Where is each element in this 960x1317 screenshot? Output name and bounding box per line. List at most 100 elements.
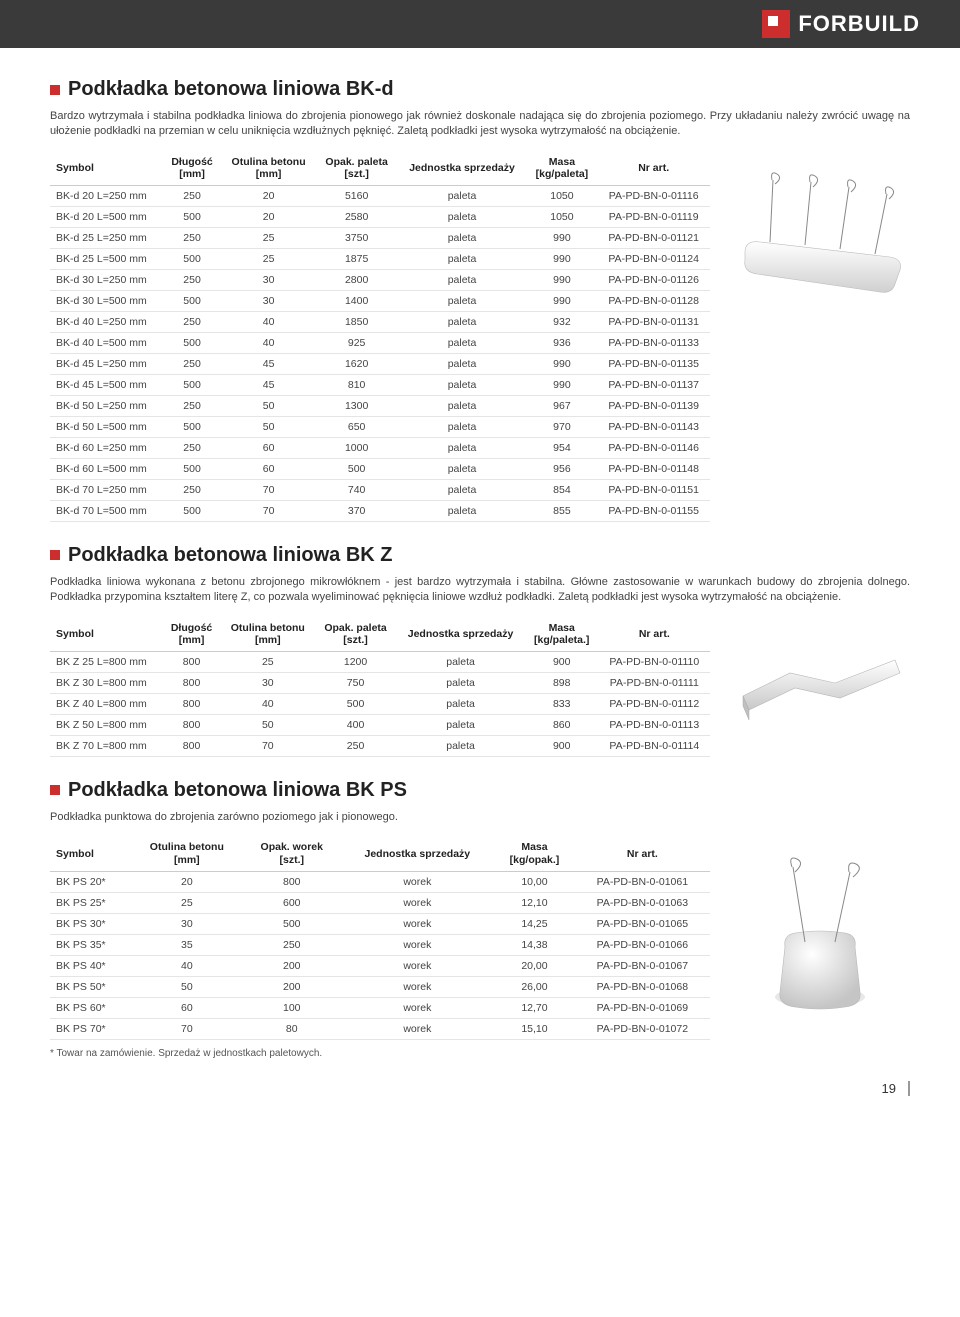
table-cell: 5160 bbox=[316, 185, 398, 206]
section-bkps: Podkładka betonowa liniowa BK PS Podkład… bbox=[50, 779, 910, 1059]
table-cell: worek bbox=[340, 955, 494, 976]
table-cell: paleta bbox=[397, 458, 526, 479]
section-bkd: Podkładka betonowa liniowa BK-d Bardzo w… bbox=[50, 78, 910, 522]
table-row: BK-d 60 L=250 mm250601000paleta954PA-PD-… bbox=[50, 437, 710, 458]
table-cell: BK-d 50 L=500 mm bbox=[50, 416, 163, 437]
table-cell: PA-PD-BN-0-01065 bbox=[575, 913, 710, 934]
table-cell: BK Z 40 L=800 mm bbox=[50, 693, 162, 714]
table-cell: BK-d 70 L=500 mm bbox=[50, 500, 163, 521]
table-cell: paleta bbox=[396, 651, 525, 672]
table-cell: BK Z 50 L=800 mm bbox=[50, 714, 162, 735]
table-cell: paleta bbox=[396, 693, 525, 714]
table-cell: PA-PD-BN-0-01143 bbox=[597, 416, 710, 437]
table-cell: 860 bbox=[525, 714, 599, 735]
table-cell: paleta bbox=[397, 248, 526, 269]
table-cell: 967 bbox=[527, 395, 598, 416]
table-cell: 20 bbox=[131, 871, 244, 892]
bkz-desc: Podkładka liniowa wykonana z betonu zbro… bbox=[50, 575, 910, 606]
table-cell: PA-PD-BN-0-01112 bbox=[599, 693, 710, 714]
table-cell: 1000 bbox=[316, 437, 398, 458]
table-cell: 1620 bbox=[316, 353, 398, 374]
table-cell: paleta bbox=[396, 672, 525, 693]
table-cell: PA-PD-BN-0-01066 bbox=[575, 934, 710, 955]
table-cell: BK PS 30* bbox=[50, 913, 131, 934]
table-header: Długość [mm] bbox=[162, 618, 220, 652]
bullet-icon bbox=[50, 550, 60, 560]
table-cell: 250 bbox=[163, 311, 222, 332]
table-header: Nr art. bbox=[597, 152, 710, 186]
table-cell: 60 bbox=[131, 997, 244, 1018]
table-cell: BK PS 70* bbox=[50, 1018, 131, 1039]
table-cell: 70 bbox=[221, 735, 315, 756]
table-cell: 2580 bbox=[316, 206, 398, 227]
table-cell: PA-PD-BN-0-01063 bbox=[575, 892, 710, 913]
section-bkz: Podkładka betonowa liniowa BK Z Podkładk… bbox=[50, 544, 910, 757]
table-cell: 45 bbox=[221, 353, 315, 374]
table-cell: BK-d 60 L=250 mm bbox=[50, 437, 163, 458]
table-cell: 70 bbox=[221, 479, 315, 500]
table-cell: 14,38 bbox=[494, 934, 575, 955]
table-cell: BK-d 60 L=500 mm bbox=[50, 458, 163, 479]
table-cell: 45 bbox=[221, 374, 315, 395]
table-row: BK Z 70 L=800 mm80070250paleta900PA-PD-B… bbox=[50, 735, 710, 756]
table-cell: 1850 bbox=[316, 311, 398, 332]
table-header: Masa [kg/paleta] bbox=[527, 152, 598, 186]
table-cell: 30 bbox=[221, 290, 315, 311]
table-cell: 40 bbox=[221, 332, 315, 353]
table-cell: 932 bbox=[527, 311, 598, 332]
table-cell: PA-PD-BN-0-01126 bbox=[597, 269, 710, 290]
table-cell: PA-PD-BN-0-01146 bbox=[597, 437, 710, 458]
table-cell: 250 bbox=[163, 353, 222, 374]
table-row: BK PS 50*50200worek26,00PA-PD-BN-0-01068 bbox=[50, 976, 710, 997]
table-cell: PA-PD-BN-0-01148 bbox=[597, 458, 710, 479]
table-cell: 20 bbox=[221, 206, 315, 227]
table-cell: 855 bbox=[527, 500, 598, 521]
table-cell: PA-PD-BN-0-01119 bbox=[597, 206, 710, 227]
table-cell: 990 bbox=[527, 374, 598, 395]
table-cell: 1200 bbox=[315, 651, 396, 672]
table-cell: 50 bbox=[131, 976, 244, 997]
table-row: BK-d 30 L=250 mm250302800paleta990PA-PD-… bbox=[50, 269, 710, 290]
table-cell: 25 bbox=[221, 651, 315, 672]
table-cell: worek bbox=[340, 976, 494, 997]
table-row: BK-d 45 L=500 mm50045810paleta990PA-PD-B… bbox=[50, 374, 710, 395]
table-cell: 900 bbox=[525, 651, 599, 672]
table-cell: BK Z 30 L=800 mm bbox=[50, 672, 162, 693]
page-content: Podkładka betonowa liniowa BK-d Bardzo w… bbox=[0, 48, 960, 1116]
table-header: Otulina betonu [mm] bbox=[221, 152, 315, 186]
table-header: Masa [kg/opak.] bbox=[494, 837, 575, 871]
table-cell: BK-d 40 L=250 mm bbox=[50, 311, 163, 332]
table-row: BK-d 70 L=250 mm25070740paleta854PA-PD-B… bbox=[50, 479, 710, 500]
table-cell: 833 bbox=[525, 693, 599, 714]
table-cell: paleta bbox=[397, 374, 526, 395]
table-cell: 800 bbox=[162, 735, 220, 756]
table-cell: 250 bbox=[163, 227, 222, 248]
table-cell: worek bbox=[340, 892, 494, 913]
table-row: BK-d 60 L=500 mm50060500paleta956PA-PD-B… bbox=[50, 458, 710, 479]
table-cell: paleta bbox=[397, 332, 526, 353]
header-bar: FORBUILD bbox=[0, 0, 960, 48]
table-cell: 400 bbox=[315, 714, 396, 735]
table-header: Opak. paleta [szt.] bbox=[315, 618, 396, 652]
title-text: Podkładka betonowa liniowa BK Z bbox=[68, 544, 392, 567]
table-cell: 15,10 bbox=[494, 1018, 575, 1039]
table-cell: BK-d 20 L=250 mm bbox=[50, 185, 163, 206]
table-cell: 500 bbox=[243, 913, 340, 934]
table-cell: paleta bbox=[397, 227, 526, 248]
table-cell: 250 bbox=[163, 395, 222, 416]
table-cell: PA-PD-BN-0-01069 bbox=[575, 997, 710, 1018]
table-header: Jednostka sprzedaży bbox=[397, 152, 526, 186]
table-cell: BK-d 70 L=250 mm bbox=[50, 479, 163, 500]
table-cell: paleta bbox=[397, 437, 526, 458]
table-cell: 70 bbox=[221, 500, 315, 521]
table-cell: 800 bbox=[162, 693, 220, 714]
table-cell: 600 bbox=[243, 892, 340, 913]
table-cell: worek bbox=[340, 871, 494, 892]
table-cell: 50 bbox=[221, 714, 315, 735]
table-header: Nr art. bbox=[599, 618, 710, 652]
table-cell: 854 bbox=[527, 479, 598, 500]
table-header: Symbol bbox=[50, 618, 162, 652]
table-row: BK PS 20*20800worek10,00PA-PD-BN-0-01061 bbox=[50, 871, 710, 892]
section-bkz-title: Podkładka betonowa liniowa BK Z bbox=[50, 544, 910, 567]
bkd-product-image bbox=[730, 152, 910, 522]
